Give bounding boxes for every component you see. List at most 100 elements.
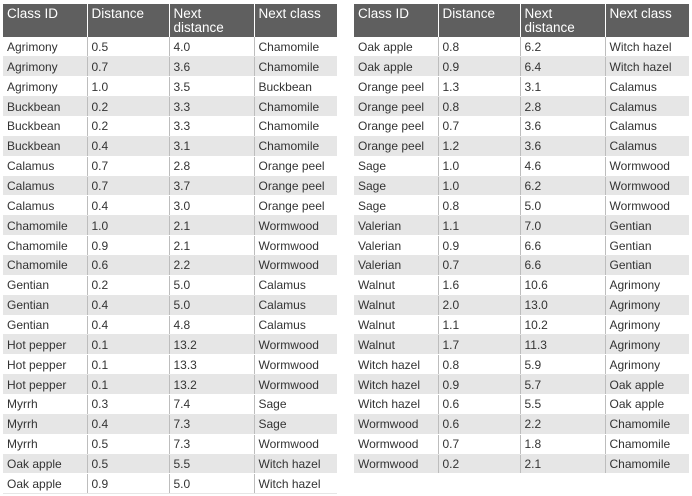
cell-distance: 0.5 xyxy=(87,37,170,58)
cell-next-distance: 3.1 xyxy=(169,136,255,157)
cell-class-id: Sage xyxy=(354,195,439,217)
cell-next-class: Oak apple xyxy=(605,374,689,395)
cell-distance: 0.1 xyxy=(87,334,170,356)
cell-class-id: Oak apple xyxy=(354,56,439,78)
cell-class-id: Orange peel xyxy=(354,116,439,137)
cell-class-id: Walnut xyxy=(354,275,439,296)
cell-next-class: Sage xyxy=(254,394,337,415)
cell-next-class: Calamus xyxy=(605,96,689,117)
cell-class-id: Wormwood xyxy=(354,414,439,435)
header-class-id: Class ID xyxy=(354,4,439,37)
cell-class-id: Gentian xyxy=(3,315,88,336)
cell-next-class: Chamomile xyxy=(254,136,337,157)
cell-next-distance: 3.1 xyxy=(520,76,606,98)
cell-distance: 0.7 xyxy=(438,434,521,455)
cell-distance: 0.1 xyxy=(87,374,170,395)
cell-class-id: Witch hazel xyxy=(354,374,439,395)
cell-class-id: Oak apple xyxy=(3,454,88,475)
cell-distance: 0.7 xyxy=(87,156,170,177)
cell-next-distance: 4.8 xyxy=(169,315,255,336)
table-row: Hot pepper 0.1 13.3 Wormwood xyxy=(3,354,337,376)
cell-distance: 0.8 xyxy=(438,354,521,376)
cell-distance: 0.2 xyxy=(87,275,170,296)
cell-distance: 0.6 xyxy=(438,414,521,435)
right-table: Class ID Distance Next distance Next cla… xyxy=(354,4,689,475)
cell-distance: 0.5 xyxy=(87,434,170,455)
cell-class-id: Hot pepper xyxy=(3,334,88,356)
cell-class-id: Buckbean xyxy=(3,96,88,117)
cell-next-distance: 13.3 xyxy=(169,354,255,376)
cell-next-distance: 7.0 xyxy=(520,215,606,237)
cell-next-class: Chamomile xyxy=(605,454,689,475)
cell-distance: 0.2 xyxy=(438,454,521,475)
cell-next-class: Calamus xyxy=(605,116,689,137)
header-class-id: Class ID xyxy=(3,4,88,37)
cell-next-distance: 13.2 xyxy=(169,374,255,395)
cell-next-distance: 5.0 xyxy=(169,295,255,316)
table-row: Myrrh 0.3 7.4 Sage xyxy=(3,394,337,415)
header-row: Class ID Distance Next distance Next cla… xyxy=(3,4,337,37)
cell-next-class: Wormwood xyxy=(254,354,337,376)
cell-class-id: Witch hazel xyxy=(354,394,439,415)
table-row: Buckbean 0.2 3.3 Chamomile xyxy=(3,116,337,137)
table-row: Orange peel 1.3 3.1 Calamus xyxy=(354,76,689,98)
cell-next-class: Wormwood xyxy=(254,215,337,237)
cell-class-id: Hot pepper xyxy=(3,374,88,395)
cell-class-id: Calamus xyxy=(3,195,88,217)
table-row: Walnut 1.6 10.6 Agrimony xyxy=(354,275,689,296)
header-distance: Distance xyxy=(438,4,521,37)
cell-class-id: Wormwood xyxy=(354,454,439,475)
cell-next-distance: 6.2 xyxy=(520,176,606,197)
left-table: Class ID Distance Next distance Next cla… xyxy=(3,4,337,495)
cell-distance: 1.6 xyxy=(438,275,521,296)
cell-class-id: Hot pepper xyxy=(3,354,88,376)
cell-next-class: Calamus xyxy=(254,275,337,296)
table-row: Witch hazel 0.9 5.7 Oak apple xyxy=(354,374,689,395)
table-row: Chamomile 1.0 2.1 Wormwood xyxy=(3,215,337,237)
cell-next-class: Calamus xyxy=(605,136,689,157)
cell-next-class: Agrimony xyxy=(605,275,689,296)
table-row: Buckbean 0.4 3.1 Chamomile xyxy=(3,136,337,157)
table-row: Gentian 0.4 5.0 Calamus xyxy=(3,295,337,316)
cell-next-distance: 3.5 xyxy=(169,76,255,98)
cell-distance: 1.0 xyxy=(87,76,170,98)
cell-next-distance: 5.0 xyxy=(169,473,255,495)
cell-distance: 0.9 xyxy=(87,235,170,256)
cell-distance: 1.7 xyxy=(438,334,521,356)
cell-next-distance: 3.3 xyxy=(169,116,255,137)
cell-class-id: Chamomile xyxy=(3,215,88,237)
header-next-distance: Next distance xyxy=(169,4,255,37)
cell-next-class: Witch hazel xyxy=(254,473,337,495)
cell-next-class: Agrimony xyxy=(605,334,689,356)
cell-distance: 1.0 xyxy=(438,156,521,177)
table-row: Wormwood 0.7 1.8 Chamomile xyxy=(354,434,689,455)
cell-next-distance: 10.6 xyxy=(520,275,606,296)
header-next-class: Next class xyxy=(605,4,689,37)
table-row: Agrimony 0.5 4.0 Chamomile xyxy=(3,37,337,58)
cell-next-class: Witch hazel xyxy=(254,454,337,475)
cell-distance: 1.0 xyxy=(438,176,521,197)
cell-next-class: Witch hazel xyxy=(605,56,689,78)
table-row: Oak apple 0.9 5.0 Witch hazel xyxy=(3,473,337,495)
cell-distance: 0.2 xyxy=(87,96,170,117)
cell-next-distance: 2.2 xyxy=(169,255,255,276)
cell-next-class: Wormwood xyxy=(605,176,689,197)
table-row: Myrrh 0.5 7.3 Wormwood xyxy=(3,434,337,455)
cell-class-id: Orange peel xyxy=(354,136,439,157)
cell-next-class: Chamomile xyxy=(605,434,689,455)
header-next-class: Next class xyxy=(254,4,337,37)
cell-next-distance: 11.3 xyxy=(520,334,606,356)
cell-next-class: Chamomile xyxy=(254,96,337,117)
cell-next-class: Wormwood xyxy=(605,195,689,217)
cell-class-id: Agrimony xyxy=(3,56,88,78)
table-row: Agrimony 0.7 3.6 Chamomile xyxy=(3,56,337,78)
table-row: Buckbean 0.2 3.3 Chamomile xyxy=(3,96,337,117)
cell-distance: 0.7 xyxy=(438,255,521,276)
cell-distance: 0.4 xyxy=(87,295,170,316)
cell-next-class: Agrimony xyxy=(605,315,689,336)
cell-class-id: Sage xyxy=(354,156,439,177)
cell-class-id: Calamus xyxy=(3,176,88,197)
table-row: Orange peel 1.2 3.6 Calamus xyxy=(354,136,689,157)
cell-next-distance: 3.0 xyxy=(169,195,255,217)
cell-class-id: Myrrh xyxy=(3,394,88,415)
